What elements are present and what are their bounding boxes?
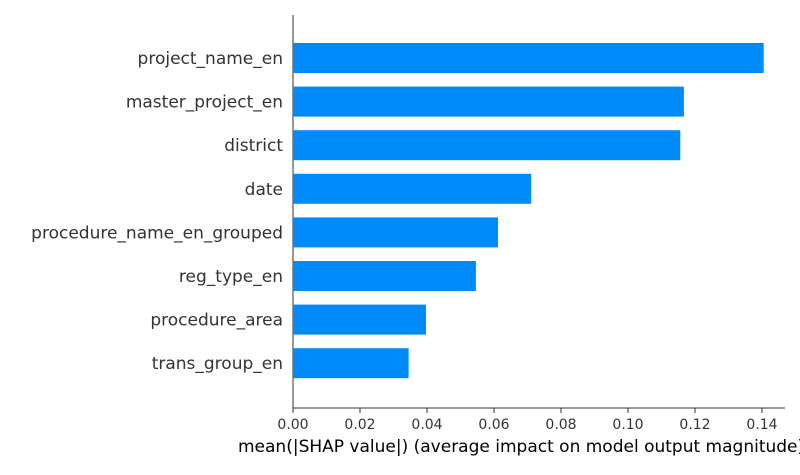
bar-procedure-name-en-grouped: [293, 217, 498, 248]
bar-master-project-en: [293, 86, 684, 117]
category-label: trans_group_en: [152, 354, 283, 374]
category-label: date: [245, 180, 283, 200]
bars: [293, 43, 764, 379]
category-labels: project_name_en master_project_en district…: [31, 49, 283, 374]
bar-trans-group-en: [293, 348, 409, 379]
bar-procedure-area: [293, 304, 426, 335]
category-label: procedure_name_en_grouped: [31, 223, 283, 243]
x-axis-label: mean(|SHAP value|) (average impact on mo…: [238, 437, 800, 457]
bar-district: [293, 130, 681, 161]
bar-reg-type-en: [293, 261, 476, 291]
x-ticks: 0.00 0.02 0.04 0.06 0.08 0.10 0.12 0.14: [277, 408, 778, 433]
category-label: district: [224, 136, 283, 156]
category-label: project_name_en: [138, 49, 283, 69]
bar-date: [293, 173, 532, 204]
x-tick-label: 0.02: [344, 417, 375, 433]
x-tick-label: 0.14: [746, 417, 777, 433]
x-tick-label: 0.10: [612, 417, 643, 433]
bar-project-name-en: [293, 43, 764, 73]
x-tick-label: 0.12: [679, 417, 710, 433]
category-label: master_project_en: [126, 93, 283, 113]
x-tick-label: 0.04: [411, 417, 442, 433]
x-tick-label: 0.06: [478, 417, 509, 433]
x-tick-label: 0.00: [277, 417, 308, 433]
x-tick-label: 0.08: [545, 417, 576, 433]
category-label: reg_type_en: [179, 267, 283, 287]
category-label: procedure_area: [150, 311, 283, 331]
